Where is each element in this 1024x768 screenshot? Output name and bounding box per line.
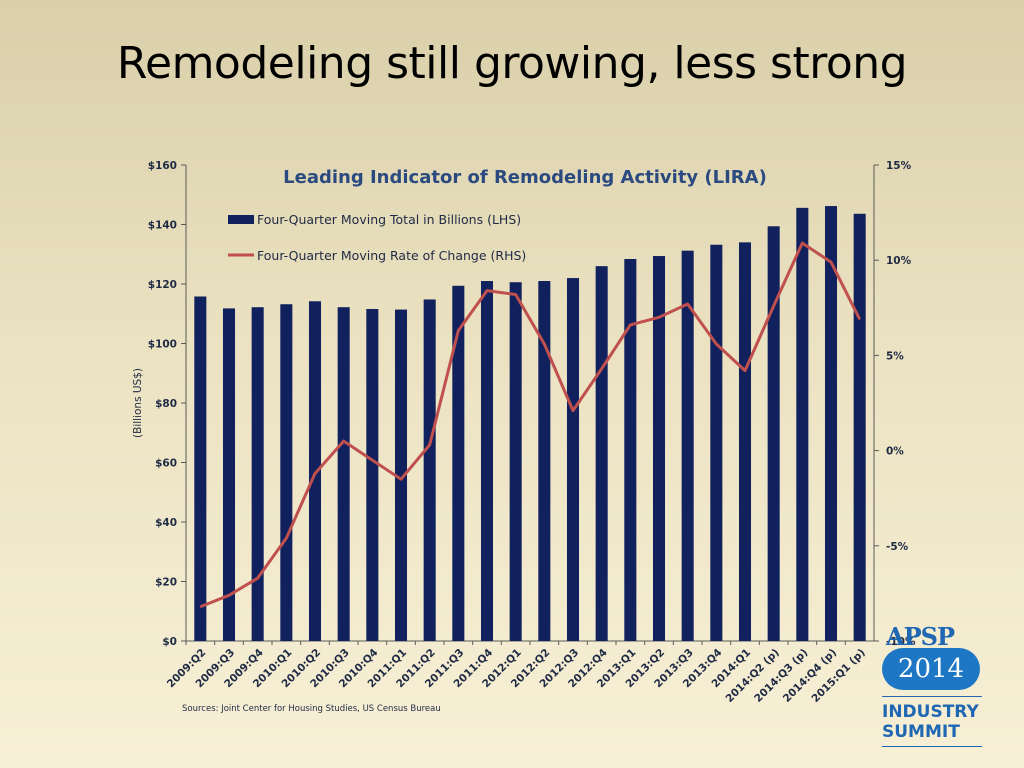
apsp-logo: APSP 2014 INDUSTRY SUMMIT [878,622,988,752]
line-point [773,305,775,307]
y-tick-label-left: $160 [148,160,177,172]
line-point [285,537,287,539]
y-tick-label-right: -10% [886,636,916,648]
line-point [572,410,574,412]
logo-org: APSP [886,622,955,651]
line-point [859,318,861,320]
line-point [687,303,689,305]
y-tick-label-left: $80 [155,398,177,410]
bar [452,285,465,641]
legend-label-bars: Four-Quarter Moving Total in Billions (L… [257,212,521,227]
logo-year: 2014 [882,648,980,690]
line-point [257,577,259,579]
line-point [515,293,517,296]
y-tick-label-left: $40 [155,517,177,529]
y-tick-label-left: $140 [148,220,177,232]
line-point [199,606,201,608]
y-axis-label: (Billions US$) [132,368,144,438]
y-tick-label-left: $20 [155,577,177,589]
y-tick-label-right: 10% [886,255,912,267]
bar [480,281,494,641]
y-tick-label-left: $120 [148,279,177,291]
bar [767,226,780,641]
source-note: Sources: Joint Center for Housing Studie… [182,704,441,714]
line-point [601,368,603,370]
bar [738,242,752,641]
axes: $0 $20 $40 $60 $80 $100 $120 $140 $160 -10% -5% 0% 5… [148,160,916,648]
bar [595,266,608,641]
bar [222,308,236,641]
y-tick-label-right: 15% [886,160,912,172]
bar [394,309,408,641]
bar [710,244,723,642]
bar [853,213,866,642]
bar [652,256,666,641]
y-tick-label-left: $100 [148,339,177,351]
line-point [314,472,316,475]
line-point [715,343,717,345]
x-axis-ticks: 2009:Q22009:Q32009:Q42010:Q12010:Q22010:… [165,641,868,705]
bar-series [194,206,866,642]
line-point [543,343,545,345]
legend-swatch-bars [228,215,254,224]
bar [251,307,264,641]
line-series [199,241,862,609]
legend: Four-Quarter Moving Total in Billions (L… [228,212,526,263]
bar [423,299,436,641]
bar [824,206,838,641]
bar [624,259,637,641]
line-point [629,324,631,326]
bar [308,301,322,641]
line-point [429,444,431,446]
line-point [371,459,373,461]
bar [566,278,580,641]
line-point [228,594,230,596]
bar [681,250,694,641]
slide-title: Remodeling still growing, less strong [116,38,908,89]
line-point [830,261,832,263]
y-tick-label-left: $0 [162,636,177,648]
line-point [457,330,459,332]
logo-divider [882,696,982,697]
legend-label-line: Four-Quarter Moving Rate of Change (RHS) [257,248,526,263]
line-point [343,440,345,442]
bar [796,207,809,641]
logo-divider-bottom [882,746,982,747]
y-tick-label-right: 5% [886,350,904,362]
chart-title: Leading Indicator of Remodeling Activity… [283,167,767,188]
line-point [801,242,803,244]
logo-industry: INDUSTRY [882,702,979,722]
y-tick-label-left: $60 [155,458,177,470]
bar [280,304,293,641]
line-point [400,478,402,480]
line-point [486,290,488,292]
bar [194,296,207,641]
bar [337,307,350,641]
y-tick-label-right: 0% [886,446,904,458]
logo-summit: SUMMIT [882,722,960,742]
bar [366,308,379,641]
line-point [744,370,746,372]
rate-of-change-line [199,241,862,609]
line-point [658,316,660,318]
y-tick-label-right: -5% [886,541,909,553]
bar [509,282,522,641]
bar [538,281,551,641]
